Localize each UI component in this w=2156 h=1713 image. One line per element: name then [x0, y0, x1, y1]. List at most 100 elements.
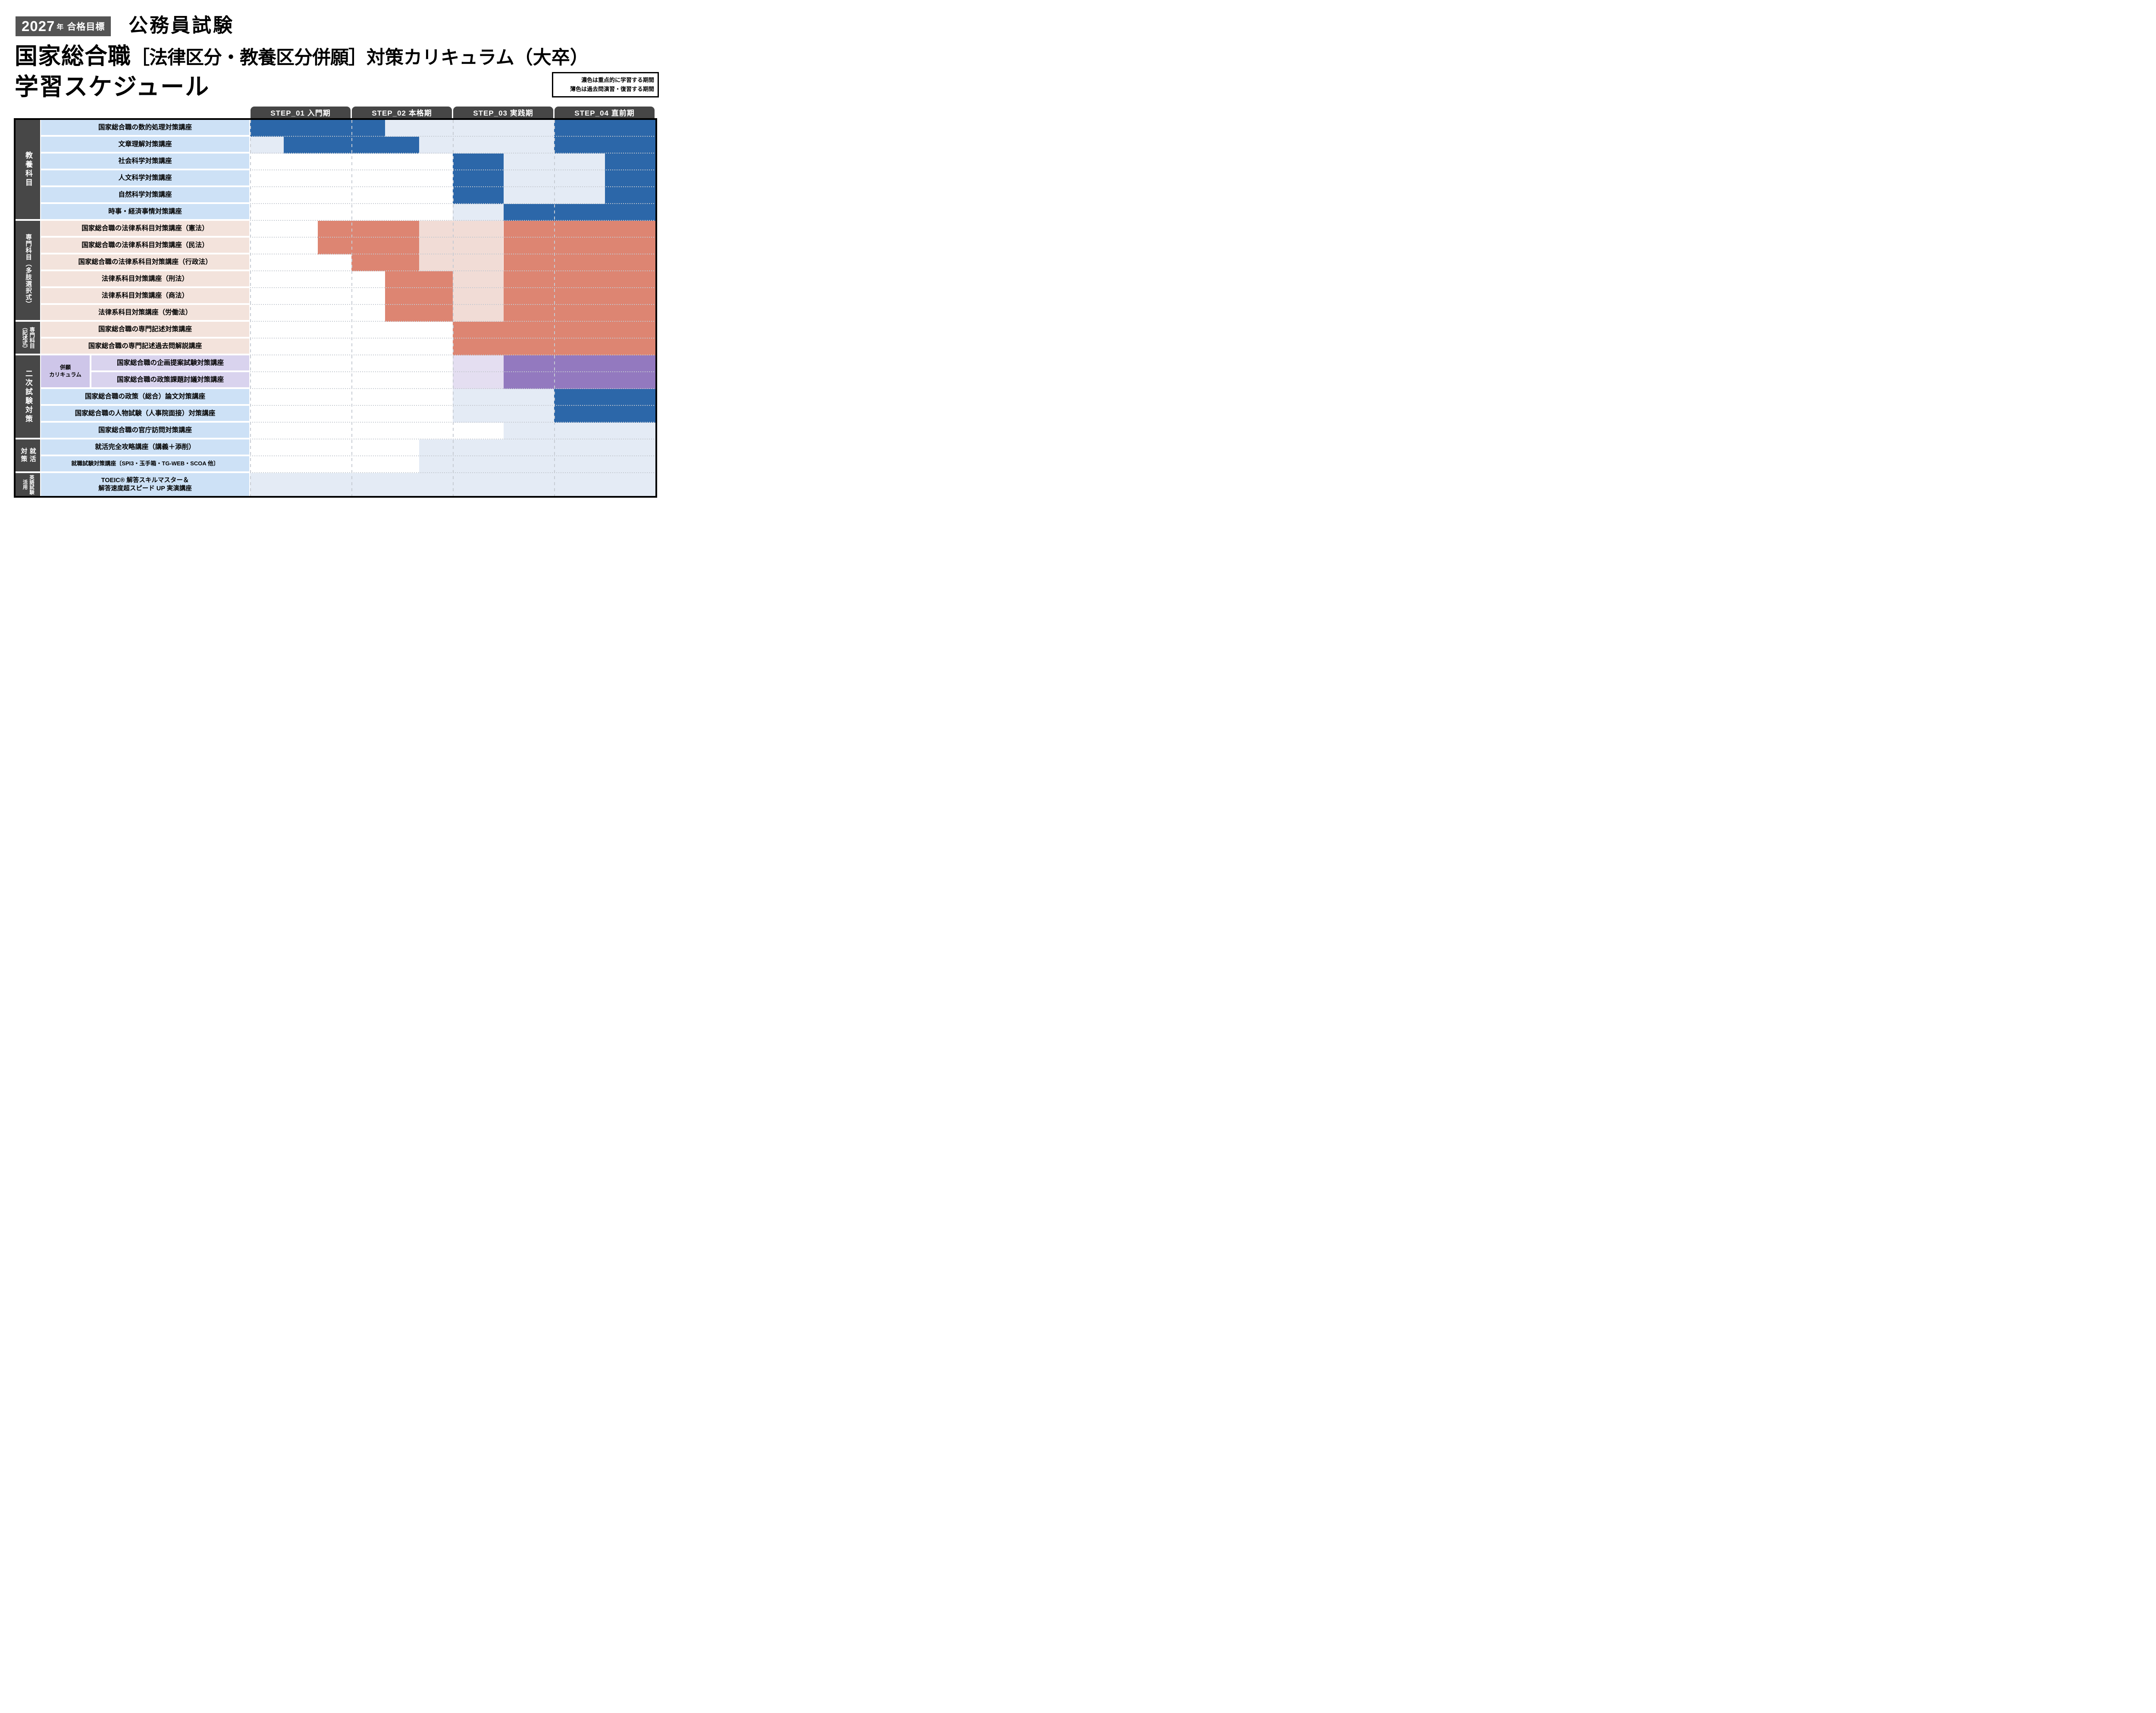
course-label-8: 国家総合職の法律系科目対策講座（民法）	[41, 238, 249, 253]
row-divider-line-1	[250, 136, 655, 137]
row-divider-line-5	[250, 203, 655, 204]
schedule-bar-light-row16	[453, 372, 504, 389]
schedule-bar-dark-row10	[385, 271, 453, 288]
badge-year: 2027	[22, 18, 55, 34]
badge-year-suffix: 年	[56, 24, 64, 31]
schedule-bar-light-row12	[453, 305, 504, 322]
legend-dark-meaning: 濃色は重点的に学習する期間	[581, 77, 654, 83]
table-left-border	[14, 118, 16, 498]
group-label-shukatsu: 就活 対策	[16, 439, 40, 471]
sub-curriculum-label: 併願 カリキュラム	[41, 355, 90, 387]
schedule-bar-dark-row11	[385, 288, 453, 305]
schedule-bar-light-row17	[453, 389, 554, 406]
step-separator-line-1	[351, 120, 352, 496]
row-divider-line-17	[250, 405, 655, 406]
step-header-2: STEP_02 本格期	[352, 107, 452, 118]
group-label-senmon-kijutsu: 専門科目 （記述式）	[16, 322, 40, 354]
course-label-11: 法律系科目対策講座（商法）	[41, 288, 249, 303]
schedule-bar-dark-row12	[385, 305, 453, 322]
group-label-niji-shiken: 二次試験対策	[16, 355, 40, 438]
schedule-bar-light-row2	[419, 137, 554, 154]
target-year-badge: 2027 年 合格目標	[16, 16, 111, 36]
schedule-bar-light-row7	[419, 221, 504, 238]
course-label-1: 国家総合職の数的処理対策講座	[41, 120, 249, 135]
course-label-9: 国家総合職の法律系科目対策講座（行政法）	[41, 254, 249, 270]
page-subtitle: 学習スケジュール	[15, 73, 210, 100]
course-label-14: 国家総合職の専門記述過去問解説講座	[41, 339, 249, 354]
course-label-15: 国家総合職の企画提案試験対策講座	[91, 355, 249, 370]
course-label-13: 国家総合職の専門記述対策講座	[41, 322, 249, 337]
group-label-senmon-takushiki: 専門科目（多肢選択式）	[16, 221, 40, 320]
schedule-bar-dark-row2	[554, 137, 655, 154]
schedule-bar-light-row10	[453, 271, 504, 288]
title-tail: 対策カリキュラム（大卒）	[367, 47, 589, 68]
schedule-bar-light-row1	[385, 120, 554, 137]
schedule-bar-dark-row7	[503, 221, 655, 238]
schedule-bar-dark-row4	[453, 170, 504, 187]
table-right-border	[655, 118, 657, 498]
row-divider-line-11	[250, 304, 655, 305]
course-label-21: 就職試験対策講座〔SPI3・玉手箱・TG-WEB・SCOA 他〕	[41, 456, 249, 471]
schedule-poster: 2027 年 合格目標 公務員試験 国家総合職［法律区分・教養区分併願］対策カリキ…	[0, 0, 667, 510]
group-label-text-eigo-shiken: 英語試験 活用	[22, 474, 34, 495]
schedule-bar-dark-row16	[503, 372, 655, 389]
schedule-bar-light-row15	[453, 355, 504, 372]
schedule-bar-dark-row18	[554, 406, 655, 423]
schedule-table: STEP_01 入門期 STEP_02 本格期 STEP_03 実践期 STEP_04…	[14, 107, 657, 499]
schedule-bar-light-row8	[419, 238, 504, 254]
schedule-bar-dark-row15	[503, 355, 655, 372]
exam-category-title: 公務員試験	[128, 14, 235, 36]
course-label-3: 社会科学対策講座	[41, 154, 249, 169]
schedule-bar-dark-row17	[554, 389, 655, 406]
badge-goal-label: 合格目標	[67, 22, 105, 32]
title-bracket: ［法律区分・教養区分併願］	[131, 47, 367, 68]
step-header-1: STEP_01 入門期	[251, 107, 351, 118]
row-divider-line-4	[250, 186, 655, 187]
page-title: 国家総合職［法律区分・教養区分併願］対策カリキュラム（大卒）	[15, 38, 589, 71]
row-divider-line-18	[250, 422, 655, 423]
schedule-bar-light-row20	[419, 439, 655, 456]
row-divider-line-3	[250, 169, 655, 170]
course-label-4: 人文科学対策講座	[41, 170, 249, 185]
row-divider-line-6	[250, 220, 655, 221]
course-label-20: 就活完全攻略講座（講義＋添削）	[41, 439, 249, 455]
course-label-12: 法律系科目対策講座（労働法）	[41, 305, 249, 320]
schedule-bar-dark-row12	[503, 305, 655, 322]
schedule-bar-light-row11	[453, 288, 504, 305]
course-label-7: 国家総合職の法律系科目対策講座（憲法）	[41, 221, 249, 236]
course-label-16: 国家総合職の政策課題討議対策講座	[91, 372, 249, 387]
course-label-10: 法律系科目対策講座（刑法）	[41, 271, 249, 286]
row-divider-line-7	[250, 237, 655, 238]
group-label-text-senmon-kijutsu: 専門科目 （記述式）	[21, 324, 35, 351]
schedule-bar-light-row2	[250, 137, 284, 154]
schedule-bar-dark-row5	[605, 187, 655, 204]
schedule-bar-dark-row1	[250, 120, 385, 137]
schedule-bar-dark-row9	[351, 254, 419, 271]
group-label-text-shukatsu: 就活 対策	[20, 448, 36, 463]
row-divider-line-2	[250, 153, 655, 154]
course-label-5: 自然科学対策講座	[41, 187, 249, 202]
legend-light-meaning: 薄色は過去問演習・復習する期間	[570, 86, 654, 93]
table-bottom-border	[14, 496, 657, 498]
row-divider-line-20	[250, 455, 655, 456]
group-label-text-senmon-takushiki: 専門科目（多肢選択式）	[25, 233, 32, 307]
title-main: 国家総合職	[15, 44, 131, 69]
row-divider-line-16	[250, 388, 655, 389]
course-label-6: 時事・経済事情対策講座	[41, 204, 249, 219]
course-label-17: 国家総合職の政策（総合）論文対策講座	[41, 389, 249, 404]
schedule-bar-dark-row3	[605, 154, 655, 170]
schedule-bar-dark-row3	[453, 154, 504, 170]
group-label-text-niji-shiken: 二次試験対策	[24, 369, 32, 424]
row-divider-line-10	[250, 287, 655, 288]
schedule-bar-dark-row8	[317, 238, 419, 254]
schedule-bar-light-row19	[503, 423, 655, 439]
step-separator-line-0	[250, 120, 251, 496]
course-label-2: 文章理解対策講座	[41, 137, 249, 152]
row-divider-line-15	[250, 371, 655, 372]
schedule-bar-light-row9	[419, 254, 504, 271]
schedule-bar-dark-row6	[503, 204, 655, 221]
table-top-border	[14, 118, 657, 120]
schedule-bar-light-row6	[453, 204, 504, 221]
schedule-bar-dark-row1	[554, 120, 655, 137]
schedule-bar-dark-row9	[503, 254, 655, 271]
